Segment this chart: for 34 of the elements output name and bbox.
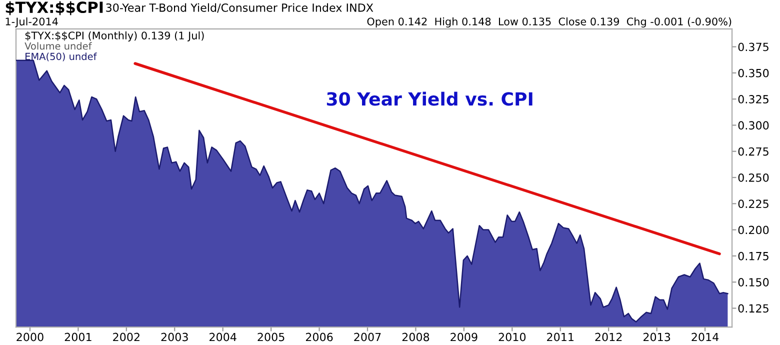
- y-tick-label: 0.350: [738, 68, 769, 78]
- x-tick-label: 2001: [64, 332, 92, 342]
- x-tick-label: 2012: [595, 332, 622, 342]
- x-tick-label: 2005: [258, 332, 284, 342]
- y-tick-label: 0.375: [738, 42, 768, 52]
- x-tick-label: 2009: [450, 332, 478, 342]
- y-tick-label: 0.300: [738, 121, 769, 130]
- y-tick-label: 0.250: [738, 173, 769, 182]
- y-tick-label: 0.125: [738, 304, 768, 313]
- annotation: 30 Year Yield vs. CPI: [326, 92, 532, 106]
- chart-subtitle: 30-Year T-Bond Yield/Consumer Price Index INDX: [106, 3, 374, 13]
- x-tick-label: 2006: [306, 332, 333, 342]
- x-tick-label: 2007: [354, 332, 381, 342]
- text: 1-Jul-2014: [6, 17, 58, 28]
- y-tick-label: 0.175: [738, 252, 768, 260]
- y-tick-label: 0.150: [738, 278, 769, 286]
- annotation: EMA(50) undef: [26, 52, 97, 62]
- x-tick-label: 2013: [643, 332, 670, 342]
- x-tick-label: 2014: [692, 332, 719, 342]
- annotation: $TYX:$$CPI (Monthly) 0.139 (1 Jul): [25, 31, 204, 42]
- y-tick-label: 0.275: [738, 147, 768, 156]
- x-tick-label: 2008: [402, 332, 430, 342]
- text: Open 0.142 High 0.148 Low 0.135 Close 0.139 Chg -0.001 (-0.90%): [367, 17, 732, 28]
- x-tick-label: 2004: [210, 332, 236, 342]
- x-tick-label: 2010: [498, 332, 526, 342]
- x-tick-label: 2000: [16, 332, 44, 342]
- y-tick-label: 0.200: [738, 226, 769, 234]
- y-tick-label: 0.225: [738, 200, 768, 208]
- chart-title: $TYX:$$CPI: [6, 1, 103, 16]
- y-tick-label: 0.325: [738, 95, 768, 104]
- annotation: Volume undef: [24, 42, 92, 50]
- x-tick-label: 2011: [547, 332, 574, 342]
- x-tick-label: 2003: [161, 332, 188, 342]
- x-tick-label: 2002: [113, 332, 140, 342]
